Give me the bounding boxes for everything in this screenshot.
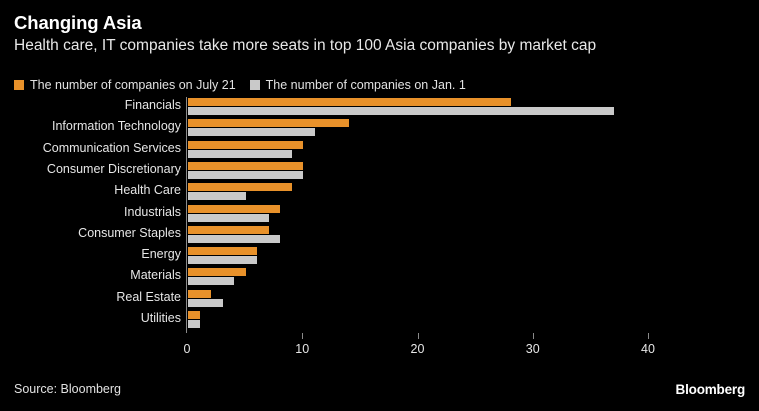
category-label: Financials <box>124 98 181 112</box>
bar-group <box>188 310 200 328</box>
bar-jan-1[interactable] <box>188 298 223 307</box>
bar-july-21[interactable] <box>188 225 269 234</box>
bar-july-21[interactable] <box>188 119 350 128</box>
x-axis-tick-label: 30 <box>525 342 540 356</box>
legend-swatch-icon <box>249 80 260 90</box>
category-label: Real Estate <box>116 289 181 304</box>
bar-jan-1[interactable] <box>188 149 292 158</box>
bar-jan-1[interactable] <box>188 213 269 222</box>
bar-group <box>188 140 304 158</box>
chart-row: Energy <box>0 246 759 267</box>
bar-group <box>188 182 292 201</box>
bar-july-21[interactable] <box>188 161 304 170</box>
chart-row: Materials <box>0 267 759 288</box>
category-label: Health Care <box>114 183 181 198</box>
chart-row: Real Estate <box>0 289 759 310</box>
bar-july-21[interactable] <box>188 183 292 192</box>
category-label: Communication Services <box>42 140 181 155</box>
chart-row: Consumer Staples <box>0 225 759 246</box>
bar-july-21[interactable] <box>188 140 304 149</box>
chart-row: Information Technology <box>0 118 759 139</box>
chart-row: Health Care <box>0 182 759 203</box>
x-axis-tick-label: 10 <box>295 342 310 356</box>
bar-group <box>188 246 258 265</box>
x-axis-tick-mark <box>648 333 649 339</box>
page-title: Changing Asia <box>14 12 142 33</box>
bar-jan-1[interactable] <box>188 192 246 201</box>
bar-group <box>188 97 615 115</box>
category-label: Energy <box>141 247 181 262</box>
chart-header: Changing Asia Health care, IT companies … <box>14 12 749 56</box>
y-axis-line <box>186 97 187 333</box>
chart-subtitle: Health care, IT companies take more seat… <box>14 37 597 54</box>
bar-july-21[interactable] <box>188 268 246 277</box>
bar-jan-1[interactable] <box>188 256 258 265</box>
bar-jan-1[interactable] <box>188 128 315 137</box>
chart-row: Communication Services <box>0 140 759 161</box>
x-axis-tick-label: 20 <box>410 342 425 356</box>
category-label: Information Technology <box>51 119 181 134</box>
x-axis-tick-mark <box>417 333 419 339</box>
bar-july-21[interactable] <box>188 204 281 213</box>
category-label: Consumer Discretionary <box>46 161 181 176</box>
legend-label: The number of companies on July 21 <box>30 78 236 92</box>
bar-group <box>188 267 246 286</box>
category-label: Industrials <box>124 204 181 219</box>
chart-row: Utilities <box>0 310 759 331</box>
x-axis-tick-label: 40 <box>641 342 655 356</box>
bar-july-21[interactable] <box>188 289 212 298</box>
category-label: Consumer Staples <box>78 225 181 240</box>
bar-jan-1[interactable] <box>188 234 281 243</box>
legend-label: The number of companies on Jan. 1 <box>265 78 466 92</box>
bar-july-21[interactable] <box>188 311 200 319</box>
legend-july-21[interactable]: The number of companies on July 21 <box>14 79 236 91</box>
legend-swatch-icon <box>14 80 24 90</box>
chart-row: Industrials <box>0 204 759 225</box>
bar-group <box>188 204 281 222</box>
bar-july-21[interactable] <box>188 98 511 106</box>
x-axis-tick-mark <box>302 333 304 339</box>
bar-jan-1[interactable] <box>188 277 235 286</box>
chart-plot-area: Financials Information Technology Communic… <box>0 97 759 339</box>
bar-jan-1[interactable] <box>188 170 304 179</box>
x-axis: 0 10 20 30 40 <box>0 333 759 367</box>
bloomberg-logo: Bloomberg <box>675 382 746 397</box>
x-axis-tick-label: 0 <box>183 342 191 356</box>
chart-row: Consumer Discretionary <box>0 161 759 182</box>
chart-legend: The number of companies on July 21 The nu… <box>14 79 466 91</box>
legend-jan-1[interactable]: The number of companies on Jan. 1 <box>249 78 466 92</box>
category-label: Utilities <box>140 311 181 325</box>
bar-jan-1[interactable] <box>188 320 200 328</box>
x-axis-tick-mark <box>532 333 534 339</box>
chart-row: Financials <box>0 97 759 118</box>
bar-july-21[interactable] <box>188 247 258 256</box>
bar-group <box>188 161 304 179</box>
source-note: Source: Bloomberg <box>14 382 122 396</box>
bar-group <box>188 225 281 243</box>
bar-group <box>188 289 223 307</box>
bar-group <box>188 118 350 137</box>
category-label: Materials <box>130 268 181 283</box>
bar-jan-1[interactable] <box>188 107 615 115</box>
